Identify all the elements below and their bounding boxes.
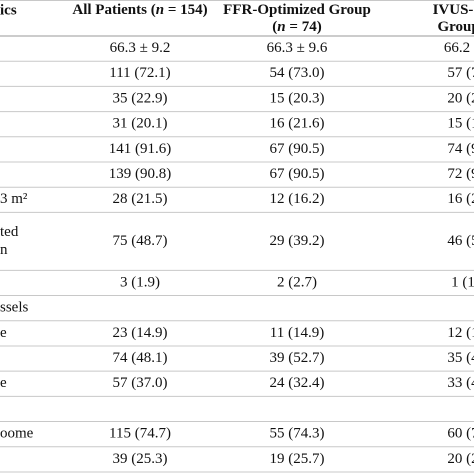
cell: 11 (14.9) (270, 325, 324, 341)
row-label: ssels (0, 300, 29, 316)
row-label: n (0, 242, 8, 258)
cell: 111 (72.1) (109, 65, 170, 81)
cell: 24 (32.4) (270, 375, 325, 391)
cell: 20 (2 (447, 451, 474, 467)
column-header: Group ( (438, 19, 474, 35)
cell: 35 (4 (447, 350, 474, 366)
header-text: = 154) (164, 2, 208, 18)
header-text: n (156, 2, 164, 18)
cell: 115 (74.7) (109, 426, 171, 442)
cell: 15 (1 (447, 116, 474, 132)
cell: 28 (21.5) (113, 191, 168, 207)
cell: 19 (25.7) (270, 451, 325, 467)
cell: 46 (5 (447, 233, 474, 249)
header-text: All Patients ( (72, 2, 155, 18)
cell: 15 (20.3) (270, 90, 325, 106)
header-text: ( (272, 19, 277, 35)
header-label: ics (0, 2, 17, 18)
cell: 39 (52.7) (270, 350, 325, 366)
cell: 67 (90.5) (270, 166, 325, 182)
cell: 74 (9 (447, 141, 474, 157)
cell: 39 (25.3) (113, 451, 168, 467)
row-label: e (0, 375, 7, 391)
row-label: e (0, 325, 7, 341)
cell: 57 (37.0) (113, 375, 168, 391)
column-header: All Patients (n = 154) (72, 2, 207, 18)
cell: 3 (1.9) (120, 274, 160, 290)
column-header: (n = 74) (272, 19, 321, 35)
cell: 35 (22.9) (113, 90, 168, 106)
row-label: 3 m² (0, 191, 28, 207)
cell: 20 (2 (447, 90, 474, 106)
cell: 74 (48.1) (113, 350, 168, 366)
cell: 2 (2.7) (277, 274, 317, 290)
cell: 139 (90.8) (109, 166, 172, 182)
cell: 1 (1 (451, 274, 474, 290)
cell: 16 (2 (447, 191, 474, 207)
cell: 75 (48.7) (113, 233, 168, 249)
cell: 60 (7 (447, 426, 474, 442)
cell: 31 (20.1) (113, 116, 168, 132)
header-text: IVUS-Op (433, 2, 474, 18)
row-label: ted (0, 224, 19, 240)
row-label: oome (0, 426, 34, 442)
header-text: n (277, 19, 285, 35)
header-text: Group ( (438, 19, 474, 35)
cell: 12 (1 (447, 325, 474, 341)
header-text: = 74) (286, 19, 322, 35)
cell: 66.3 ± 9.6 (267, 40, 328, 56)
cell: 29 (39.2) (270, 233, 325, 249)
cell: 72 (9 (447, 166, 474, 182)
cell: 23 (14.9) (113, 325, 168, 341)
header-text: FFR-Optimized Group (223, 2, 371, 18)
cell: 141 (91.6) (109, 141, 172, 157)
cell: 54 (73.0) (270, 65, 325, 81)
cell: 33 (4 (447, 375, 474, 391)
cell: 67 (90.5) (270, 141, 325, 157)
cell: 66.3 ± 9.2 (110, 40, 171, 56)
cell: 55 (74.3) (270, 426, 325, 442)
column-header: FFR-Optimized Group (223, 2, 371, 18)
column-header: IVUS-Op (433, 2, 474, 18)
cell: 66.2 ± (444, 40, 474, 56)
cell: 57 (7 (447, 65, 474, 81)
cell: 12 (16.2) (270, 191, 325, 207)
cell: 16 (21.6) (270, 116, 325, 132)
